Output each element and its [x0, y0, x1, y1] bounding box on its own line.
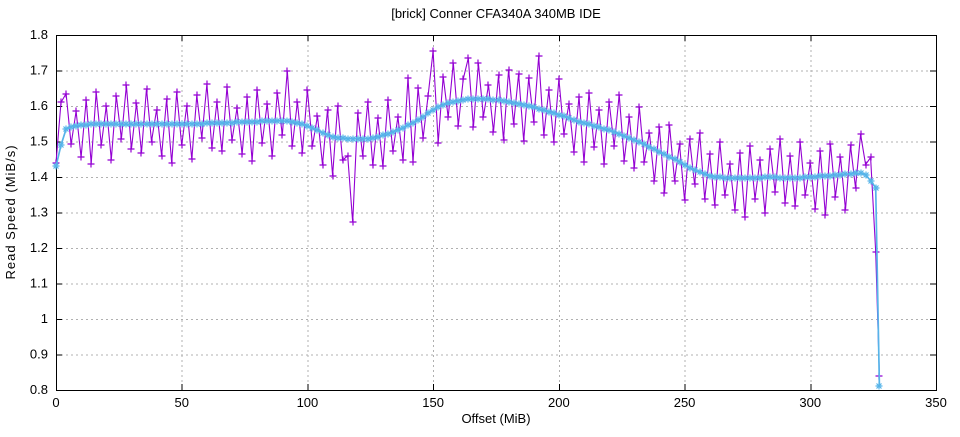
y-tick-label: 1.8 [30, 27, 48, 42]
x-tick-label: 50 [174, 395, 188, 410]
y-tick-label: 0.9 [30, 347, 48, 362]
series-read-speed-smoothed [52, 95, 883, 390]
y-tick-label: 1 [41, 311, 48, 326]
y-axis-label: Read Speed (MiB/s) [3, 144, 18, 279]
series-read-speed-smoothed-markers [52, 95, 883, 390]
y-tick-label: 1.7 [30, 63, 48, 78]
y-tick-label: 0.8 [30, 382, 48, 397]
y-tick-labels: 0.8 0.9 1 1.1 1.2 1.3 1.4 1.5 1.6 1.7 1.8 [30, 27, 48, 397]
tick-marks [56, 35, 937, 391]
y-tick-label: 1.3 [30, 205, 48, 220]
x-tick-label: 100 [297, 395, 319, 410]
x-tick-label: 300 [799, 395, 821, 410]
x-tick-label: 250 [674, 395, 696, 410]
y-tick-label: 1.5 [30, 134, 48, 149]
x-axis-label: Offset (MiB) [461, 411, 530, 426]
x-tick-label: 350 [925, 395, 947, 410]
y-tick-label: 1.1 [30, 276, 48, 291]
x-tick-labels: 0 50 100 150 200 250 300 350 [52, 395, 946, 410]
x-tick-label: 200 [548, 395, 570, 410]
y-tick-label: 1.6 [30, 98, 48, 113]
grid [56, 35, 937, 391]
y-tick-label: 1.4 [30, 169, 48, 184]
x-tick-label: 0 [52, 395, 59, 410]
x-tick-label: 150 [422, 395, 444, 410]
plot-area: 0 50 100 150 200 250 300 350 0.8 0.9 1 1.1 1.2 1.3 1.4… [30, 27, 947, 410]
y-tick-label: 1.2 [30, 240, 48, 255]
chart-title: [brick] Conner CFA340A 340MB IDE [391, 6, 601, 21]
